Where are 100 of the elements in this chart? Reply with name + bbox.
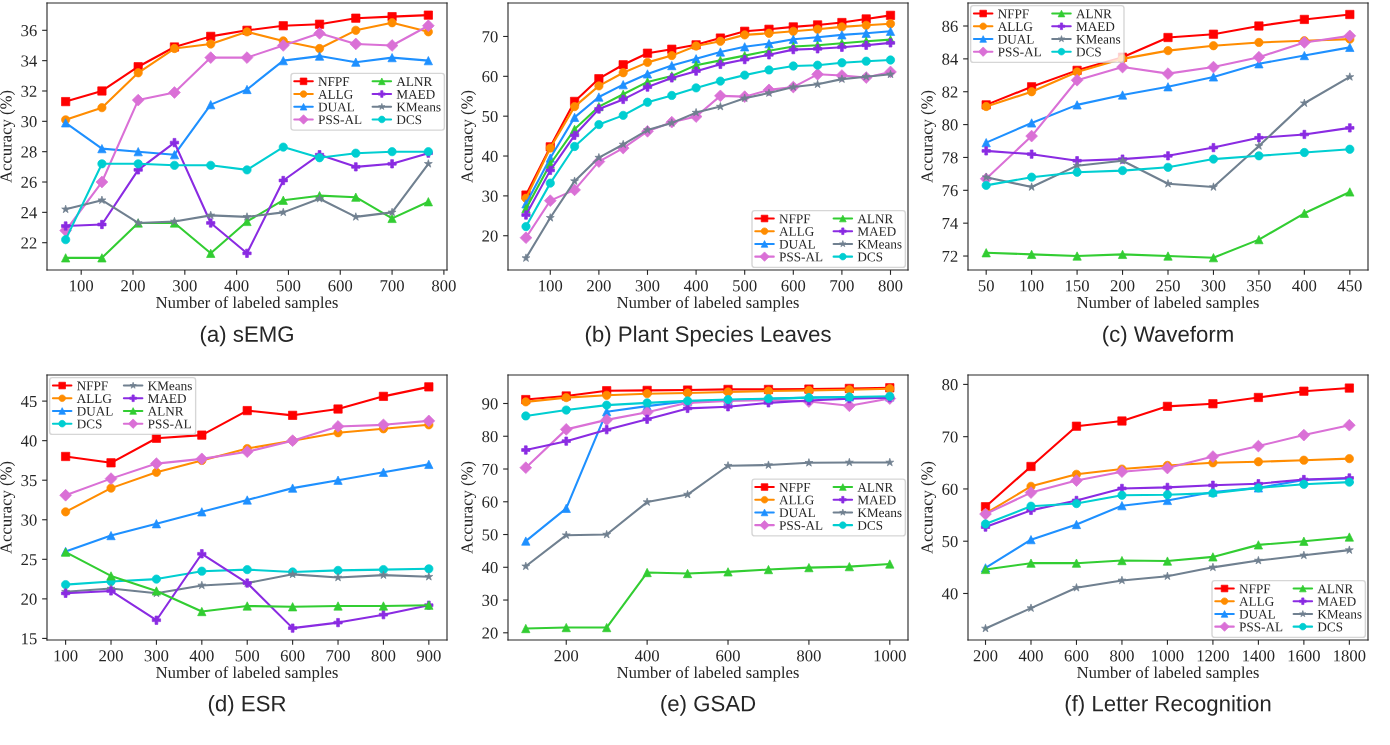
legend-label: KMeans: [1076, 34, 1121, 44]
x-tick-label: 100: [1020, 280, 1044, 292]
x-tick-label: 400: [224, 280, 249, 292]
legend-label: DUAL: [1239, 609, 1275, 619]
y-axis-title: Accuracy (%): [920, 90, 937, 183]
x-tick-label: 400: [1292, 280, 1317, 292]
y-tick-label: 20: [482, 230, 498, 242]
y-tick-label: 40: [20, 435, 37, 447]
legend-label: DUAL: [779, 508, 815, 518]
x-tick-label: 500: [235, 650, 260, 662]
x-tick-label: 1200: [1197, 650, 1229, 662]
x-tick-label: 300: [1201, 280, 1226, 292]
legend-label: DCS: [1076, 47, 1101, 57]
y-tick-label: 50: [482, 529, 498, 541]
y-tick-label: 34: [21, 55, 38, 67]
y-tick-label: 40: [481, 150, 498, 162]
legend-label: NFPF: [998, 9, 1029, 19]
x-tick-label: 100: [54, 650, 78, 662]
legend-label: KMeans: [857, 239, 902, 249]
x-tick-label: 600: [716, 650, 740, 662]
x-axis-title: Number of labeled samples: [617, 666, 799, 682]
legend-label: MAED: [857, 227, 896, 236]
x-tick-label: 200: [587, 280, 611, 292]
legend-label: MAED: [857, 495, 896, 505]
y-tick-label: 70: [482, 31, 498, 43]
y-tick-label: 70: [482, 463, 498, 475]
legend-label: MAED: [148, 394, 186, 403]
x-axis-title: Number of labeled samples: [1077, 296, 1259, 312]
y-tick-label: 36: [21, 25, 37, 37]
x-tick-label: 200: [973, 650, 998, 662]
legend-label: PSS-AL: [1239, 622, 1283, 632]
x-tick-label: 400: [189, 650, 214, 662]
legend-label: ALLG: [318, 89, 353, 99]
y-tick-label: 40: [941, 588, 958, 600]
x-tick-label: 400: [634, 650, 659, 662]
x-axis-title: Number of labeled samples: [156, 666, 338, 682]
y-tick-label: 32: [21, 85, 37, 97]
y-tick-label: 70: [942, 431, 958, 443]
legend-label: KMeans: [148, 381, 192, 391]
y-tick-label: 30: [21, 514, 37, 526]
x-tick-label: 1600: [1288, 650, 1320, 662]
text: (b) Plant Species Leaves: [585, 325, 831, 347]
y-axis-title: Accuracy (%): [460, 461, 477, 554]
x-tick-label: 600: [1064, 650, 1089, 662]
legend-label: DCS: [1317, 622, 1343, 632]
x-tick-label: 600: [328, 280, 353, 292]
legend-label: DUAL: [998, 34, 1034, 44]
y-tick-label: 60: [482, 71, 498, 83]
x-tick-label: 800: [1110, 650, 1134, 662]
x-tick-label: 1000: [874, 650, 906, 662]
y-tick-label: 50: [942, 535, 958, 548]
x-tick-label: 250: [1156, 280, 1180, 292]
y-axis-title: Accuracy (%): [0, 90, 16, 183]
legend-label: PSS-AL: [779, 521, 823, 530]
legend-label: DUAL: [318, 102, 354, 112]
y-tick-label: 60: [942, 483, 958, 495]
legend-label: ALNR: [1317, 584, 1354, 594]
legend-label: KMeans: [396, 102, 441, 112]
x-tick-label: 700: [380, 280, 404, 292]
legend-label: DCS: [857, 252, 883, 262]
x-axis-title: Number of labeled samples: [156, 296, 338, 312]
y-axis-title: Accuracy (%): [0, 461, 16, 554]
y-tick-label: 20: [482, 627, 498, 639]
legend-label: DCS: [396, 115, 422, 125]
legend-label: DUAL: [779, 239, 815, 249]
legend-label: MAED: [396, 89, 435, 99]
y-tick-label: 78: [942, 152, 958, 164]
x-tick-label: 1800: [1334, 650, 1366, 662]
x-tick-label: 50: [978, 280, 994, 292]
legend-label: PSS-AL: [318, 115, 362, 125]
x-tick-label: 900: [416, 650, 441, 662]
x-tick-label: 600: [280, 650, 305, 662]
x-tick-label: 1000: [1152, 650, 1184, 662]
legend-label: ALLG: [997, 22, 1033, 32]
legend-label: ALLG: [1239, 597, 1274, 606]
text: (f) Letter Recognition: [1065, 695, 1271, 716]
y-tick-label: 35: [21, 474, 37, 487]
y-tick-label: 74: [942, 217, 959, 229]
legend-label: ALNR: [1076, 9, 1112, 19]
y-axis-title: Accuracy (%): [460, 90, 477, 183]
legend-label: MAED: [1317, 597, 1356, 606]
x-tick-label: 300: [635, 280, 660, 292]
x-tick-label: 400: [683, 280, 708, 292]
x-tick-label: 1400: [1243, 650, 1275, 662]
x-tick-label: 100: [70, 280, 94, 292]
y-tick-label: 30: [482, 594, 498, 606]
legend-label: ALNR: [857, 214, 894, 224]
y-tick-label: 50: [482, 110, 498, 123]
x-tick-label: 800: [371, 650, 396, 662]
legend-label: ALLG: [76, 394, 112, 404]
legend-label: DUAL: [77, 406, 113, 416]
y-tick-label: 90: [482, 398, 498, 410]
text: (e) GSAD: [661, 695, 756, 716]
legend-label: ALNR: [147, 406, 184, 416]
y-tick-label: 80: [482, 430, 498, 443]
y-tick-label: 30: [482, 190, 498, 202]
y-tick-label: 15: [22, 633, 37, 645]
y-tick-label: 30: [21, 116, 37, 128]
y-tick-label: 84: [942, 53, 959, 65]
y-tick-label: 26: [21, 176, 37, 188]
